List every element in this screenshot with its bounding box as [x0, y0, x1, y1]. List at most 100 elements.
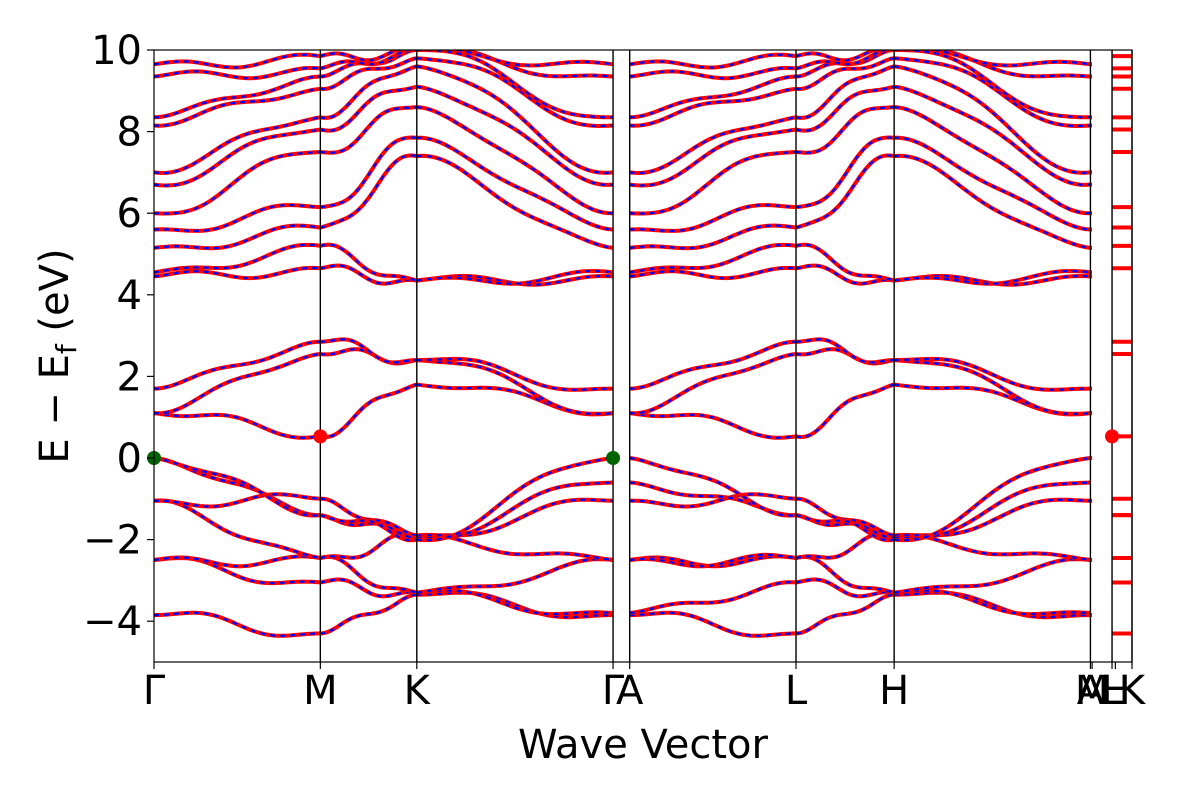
x-tick-label: Γ [602, 668, 625, 714]
band-line-c10 [629, 115, 797, 176]
y-tick-label: −4 [83, 599, 142, 645]
band-line-dashed-c10 [154, 116, 321, 175]
band-line-dashed-c9 [154, 128, 321, 187]
band-line-v2 [154, 555, 321, 586]
band-line-c9 [795, 84, 895, 133]
band-line-dashed-c6 [154, 224, 321, 250]
band-line-dashed-c4 [629, 266, 797, 280]
band-line-dashed-c14 [416, 50, 614, 67]
band-line-c11 [154, 86, 321, 128]
cbm-marker [313, 429, 328, 444]
x-tick-label: K [404, 668, 432, 714]
y-tick-label: −2 [83, 518, 142, 564]
band-line-v3 [893, 557, 1091, 595]
band-line-dashed-c13 [629, 66, 797, 80]
band-line-c10 [154, 115, 321, 176]
band-line-dashed-c13 [894, 50, 1091, 78]
band-line-c7 [416, 135, 614, 232]
band-line-dashed-c6 [894, 154, 1091, 249]
band-line-dashed-c1 [629, 412, 797, 439]
band-line-dashed-c1 [795, 383, 895, 439]
band-line-dashed-v7 [894, 456, 1091, 542]
band-line-dashed-c7 [795, 136, 895, 209]
band-line-dashed-c7 [320, 136, 417, 209]
band-line-v3 [154, 554, 321, 569]
x-tick-label: L [1101, 668, 1124, 714]
band-line-dashed-c11 [894, 57, 1091, 128]
band-line-dashed-c11 [629, 87, 797, 127]
band-line-dashed-v3 [894, 558, 1091, 594]
band-line-dashed-c2 [894, 359, 1091, 415]
band-line-v1 [154, 610, 321, 638]
y-tick-label: 10 [91, 28, 142, 74]
band-line-dashed-c5 [894, 269, 1091, 285]
band-line-dashed-c7 [154, 204, 321, 232]
y-tick-label: 6 [117, 191, 142, 237]
band-line-dashed-c7 [894, 136, 1091, 231]
band-line-dashed-c10 [320, 65, 418, 120]
band-line-c1 [319, 382, 418, 440]
band-line-c5 [319, 242, 418, 283]
y-axis: −4 −2 0 2 4 6 8 10 [83, 28, 154, 645]
band-line-c5 [795, 242, 895, 283]
band-line-v3 [795, 554, 895, 595]
vbm-marker [606, 451, 621, 465]
x-axis-label: Wave Vector [518, 722, 769, 768]
band-line-dashed-v1 [416, 591, 614, 619]
band-line-c11 [629, 86, 797, 128]
band-line-dashed-c12 [894, 50, 1091, 119]
band-line-dashed-c10 [416, 65, 614, 174]
band-line-c7 [894, 135, 1091, 232]
band-line-dashed-v3 [416, 558, 614, 594]
band-line-dashed-c7 [416, 136, 614, 231]
band-line-dashed-c8 [629, 150, 797, 215]
band-line-v2 [629, 580, 797, 615]
band-line-dashed-v4 [154, 499, 321, 560]
band-line-dashed-c1 [416, 383, 614, 416]
band-line-dashed-v3 [795, 555, 895, 594]
band-line-v1 [629, 610, 797, 638]
band-line-dashed-v4 [795, 532, 895, 560]
band-line-dashed-c7 [629, 204, 797, 232]
band-line-dashed-c11 [154, 87, 321, 127]
band-line-c1 [795, 382, 895, 440]
band-line-dashed-c3 [894, 357, 1091, 391]
band-line-dashed-c13 [416, 50, 614, 78]
band-line-dashed-c6 [795, 154, 895, 229]
band-line-dashed-v2 [416, 589, 614, 616]
band-line-dashed-c9 [894, 85, 1091, 187]
band-line-c14 [319, 50, 417, 63]
band-line-dashed-c5 [154, 243, 321, 274]
x-tick-label: K [1119, 668, 1147, 714]
y-tick-label: 4 [117, 273, 142, 319]
band-line-dashed-c1 [154, 412, 321, 439]
bands-group [154, 50, 1132, 638]
band-line-dashed-c13 [320, 50, 417, 70]
band-line-dashed-c2 [416, 359, 614, 415]
band-line-dashed-c12 [629, 75, 797, 119]
band-line-dashed-c12 [154, 75, 321, 119]
band-line-dashed-c9 [416, 85, 614, 187]
x-tick-label: H [879, 668, 909, 714]
band-line-v3 [416, 557, 614, 595]
band-line-dashed-v1 [894, 591, 1091, 619]
band-line-dashed-c14 [795, 50, 895, 62]
cbm-marker [1105, 429, 1120, 444]
band-line-dashed-v5 [154, 493, 321, 508]
band-line-dashed-v3 [154, 555, 321, 568]
x-tick-label: A [1077, 668, 1105, 714]
band-line-dashed-c3 [796, 338, 895, 364]
band-line-dashed-c5 [795, 243, 895, 282]
band-line-c6 [319, 153, 418, 230]
band-line-dashed-v7 [795, 514, 895, 542]
band-line-dashed-v6 [795, 514, 895, 539]
band-line-dashed-c13 [154, 66, 321, 80]
band-line-v7 [154, 456, 321, 518]
band-line-dashed-c14 [629, 53, 797, 69]
y-tick-label: 0 [117, 436, 142, 482]
band-line-dashed-c3 [320, 338, 417, 364]
band-line-dashed-c4 [795, 264, 895, 285]
band-line-v5 [320, 496, 418, 538]
